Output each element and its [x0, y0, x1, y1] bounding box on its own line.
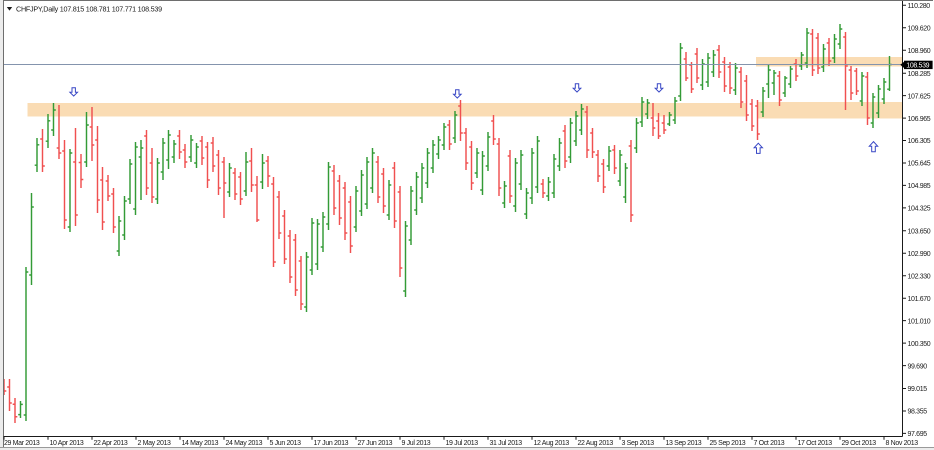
svg-text:CHFJPY,Daily 107.815 108.781: CHFJPY,Daily 107.815 108.781 107.771 108…	[16, 5, 162, 14]
svg-text:3 Sep 2013: 3 Sep 2013	[622, 440, 655, 447]
svg-text:10 Apr 2013: 10 Apr 2013	[50, 440, 84, 447]
svg-text:102.990: 102.990	[908, 251, 931, 258]
svg-text:19 Jul 2013: 19 Jul 2013	[446, 440, 479, 447]
svg-text:107.625: 107.625	[908, 93, 931, 100]
svg-text:9 Jul 2013: 9 Jul 2013	[402, 440, 431, 447]
svg-text:108.285: 108.285	[908, 71, 931, 78]
svg-text:101.010: 101.010	[908, 318, 931, 325]
svg-text:2 May 2013: 2 May 2013	[138, 440, 172, 447]
svg-text:22 Aug 2013: 22 Aug 2013	[578, 440, 614, 447]
svg-text:7 Oct 2013: 7 Oct 2013	[754, 440, 785, 447]
svg-text:27 Jun 2013: 27 Jun 2013	[358, 440, 393, 447]
svg-text:110.280: 110.280	[908, 3, 931, 10]
svg-text:108.539: 108.539	[906, 63, 929, 70]
svg-text:17 Oct 2013: 17 Oct 2013	[798, 440, 833, 447]
svg-text:12 Aug 2013: 12 Aug 2013	[534, 440, 570, 447]
svg-text:8 Nov 2013: 8 Nov 2013	[886, 440, 919, 447]
svg-text:103.650: 103.650	[908, 229, 931, 236]
svg-text:98.355: 98.355	[908, 409, 928, 416]
svg-text:29 Oct 2013: 29 Oct 2013	[842, 440, 877, 447]
svg-text:109.620: 109.620	[908, 26, 931, 33]
svg-text:17 Jun 2013: 17 Jun 2013	[314, 440, 349, 447]
svg-text:13 Sep 2013: 13 Sep 2013	[666, 440, 702, 447]
svg-text:100.350: 100.350	[908, 341, 931, 348]
svg-text:24 May 2013: 24 May 2013	[226, 440, 263, 447]
svg-text:97.695: 97.695	[908, 431, 928, 438]
svg-text:5 Jun 2013: 5 Jun 2013	[270, 440, 302, 447]
svg-text:108.960: 108.960	[908, 48, 931, 55]
svg-text:29 Mar 2013: 29 Mar 2013	[4, 440, 40, 447]
svg-text:106.965: 106.965	[908, 116, 931, 123]
svg-text:99.015: 99.015	[908, 386, 928, 393]
svg-text:101.670: 101.670	[908, 296, 931, 303]
svg-text:99.690: 99.690	[908, 363, 928, 370]
svg-text:105.645: 105.645	[908, 161, 931, 168]
svg-text:106.305: 106.305	[908, 138, 931, 145]
svg-text:104.985: 104.985	[908, 183, 931, 190]
svg-text:31 Jul 2013: 31 Jul 2013	[490, 440, 523, 447]
svg-text:22 Apr 2013: 22 Apr 2013	[94, 440, 128, 447]
svg-text:25 Sep 2013: 25 Sep 2013	[710, 440, 746, 447]
svg-text:104.325: 104.325	[908, 206, 931, 213]
svg-text:14 May 2013: 14 May 2013	[182, 440, 219, 447]
svg-text:102.330: 102.330	[908, 273, 931, 280]
